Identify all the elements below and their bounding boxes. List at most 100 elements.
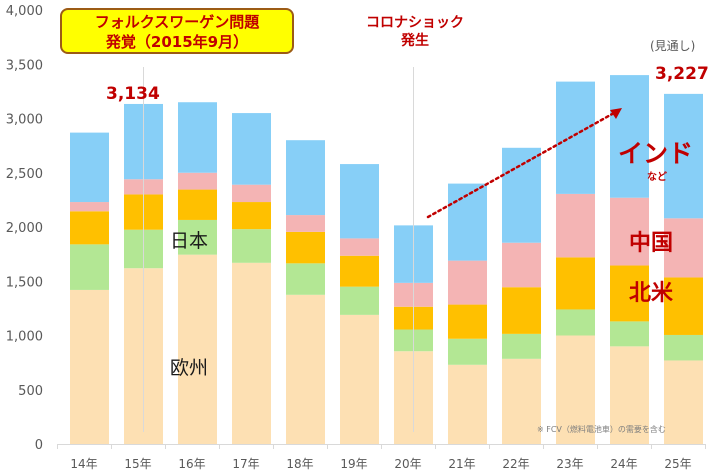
bar-segment — [664, 334, 703, 361]
bar-segment — [178, 102, 217, 173]
x-tick-label: 18年 — [286, 457, 313, 471]
bar-segment — [232, 202, 271, 230]
x-tick-label: 22年 — [502, 457, 529, 471]
y-tick-label: 500 — [18, 384, 43, 399]
x-tick-label: 24年 — [610, 457, 637, 471]
bar-segment — [340, 238, 379, 256]
series-label-china: 中国 — [629, 231, 674, 256]
bar-segment — [178, 254, 217, 444]
bar-segment — [232, 113, 271, 185]
data-label-15: 3,134 — [106, 84, 160, 104]
bar-segment — [448, 183, 487, 261]
bar-stack — [178, 102, 217, 444]
bar-segment — [556, 257, 595, 310]
bar-segment — [286, 294, 325, 444]
bar-segment — [340, 286, 379, 315]
bar-segment — [556, 335, 595, 444]
forecast-label: (見通し) — [650, 39, 696, 53]
y-tick-label: 0 — [35, 438, 43, 453]
bar-segment — [232, 229, 271, 263]
bar-segment — [610, 346, 649, 444]
x-tick-label: 14年 — [70, 457, 97, 471]
corona-callout-line1: コロナショック — [366, 15, 464, 31]
corona-callout: コロナショック 発生 — [360, 14, 470, 50]
bar-segment — [178, 172, 217, 190]
x-tick-label: 17年 — [232, 457, 259, 471]
bar-segment — [340, 164, 379, 239]
series-label-europe: 欧州 — [170, 357, 209, 379]
bar-segment — [664, 277, 703, 335]
bars — [70, 75, 703, 444]
bar-segment — [502, 287, 541, 334]
bar-segment — [70, 211, 109, 245]
bar-segment — [232, 184, 271, 203]
vw-callout-line1: フォルクスワーゲン問題 — [94, 13, 260, 31]
bar-stack — [556, 81, 595, 444]
y-tick-label: 3,500 — [6, 58, 43, 73]
bar-segment — [502, 333, 541, 359]
bar-segment — [502, 147, 541, 243]
bar-segment — [340, 255, 379, 287]
y-tick-label: 4,000 — [6, 4, 43, 19]
x-axis: 14年 15年 16年 17年 18年 19年 20年 21年 22年 23年 24年 25年 — [57, 444, 706, 471]
y-tick-label: 1,500 — [6, 275, 43, 290]
bar-segment — [610, 75, 649, 198]
series-label-japan: 日本 — [170, 230, 209, 252]
x-tick-label: 21年 — [448, 457, 475, 471]
y-tick-label: 3,000 — [6, 113, 43, 128]
bar-segment — [664, 93, 703, 219]
bar-stack — [232, 113, 271, 444]
bar-segment — [556, 81, 595, 194]
trend-arrow — [426, 108, 622, 219]
y-tick-label: 2,000 — [6, 221, 43, 236]
bar-segment — [286, 263, 325, 295]
bar-stack — [502, 147, 541, 444]
bar-segment — [610, 265, 649, 322]
x-tick-label: 20年 — [394, 457, 421, 471]
bar-segment — [664, 218, 703, 278]
y-axis: 0 500 1,000 1,500 2,000 2,500 3,000 3,500 4,000 — [6, 4, 43, 453]
x-tick-label: 16年 — [178, 457, 205, 471]
vw-scandal-callout-box: フォルクスワーゲン問題 発覚（2015年9月） — [60, 8, 294, 54]
y-tick-label: 1,000 — [6, 330, 43, 345]
bar-segment — [286, 215, 325, 232]
bar-stack — [286, 140, 325, 444]
bar-segment — [448, 260, 487, 305]
data-label-25: 3,227 — [655, 64, 709, 84]
bar-segment — [70, 289, 109, 444]
bar-stack — [664, 93, 703, 444]
vw-callout-line2: 発覚（2015年9月） — [105, 33, 249, 51]
bar-segment — [70, 132, 109, 203]
bar-stack — [70, 132, 109, 444]
bar-segment — [178, 189, 217, 220]
x-tick-label: 19年 — [340, 457, 367, 471]
x-tick-label: 23年 — [556, 457, 583, 471]
bar-segment — [70, 244, 109, 290]
bar-segment — [448, 364, 487, 444]
bar-segment — [178, 219, 217, 255]
bar-stack — [610, 75, 649, 444]
bar-segment — [340, 314, 379, 444]
bar-stack — [448, 183, 487, 444]
series-label-north-america: 北米 — [629, 281, 674, 306]
bar-segment — [502, 242, 541, 288]
series-label-india: インド — [618, 139, 694, 168]
trend-arrow-head-icon — [610, 108, 622, 119]
series-label-india-sub: など — [647, 172, 667, 183]
bar-stack — [340, 164, 379, 444]
bar-segment — [448, 304, 487, 339]
bar-segment — [610, 197, 649, 266]
y-tick-label: 2,500 — [6, 167, 43, 182]
bar-segment — [610, 321, 649, 347]
x-tick-label: 15年 — [124, 457, 151, 471]
bar-segment — [556, 193, 595, 258]
bar-segment — [502, 358, 541, 444]
x-tick-label: 25年 — [664, 457, 691, 471]
bar-segment — [286, 231, 325, 264]
footnote: ※ FCV（燃料電池車）の需要を含む — [537, 425, 666, 434]
bar-segment — [286, 140, 325, 216]
trend-arrow-line — [426, 111, 616, 219]
bar-segment — [448, 338, 487, 365]
bar-segment — [556, 309, 595, 336]
